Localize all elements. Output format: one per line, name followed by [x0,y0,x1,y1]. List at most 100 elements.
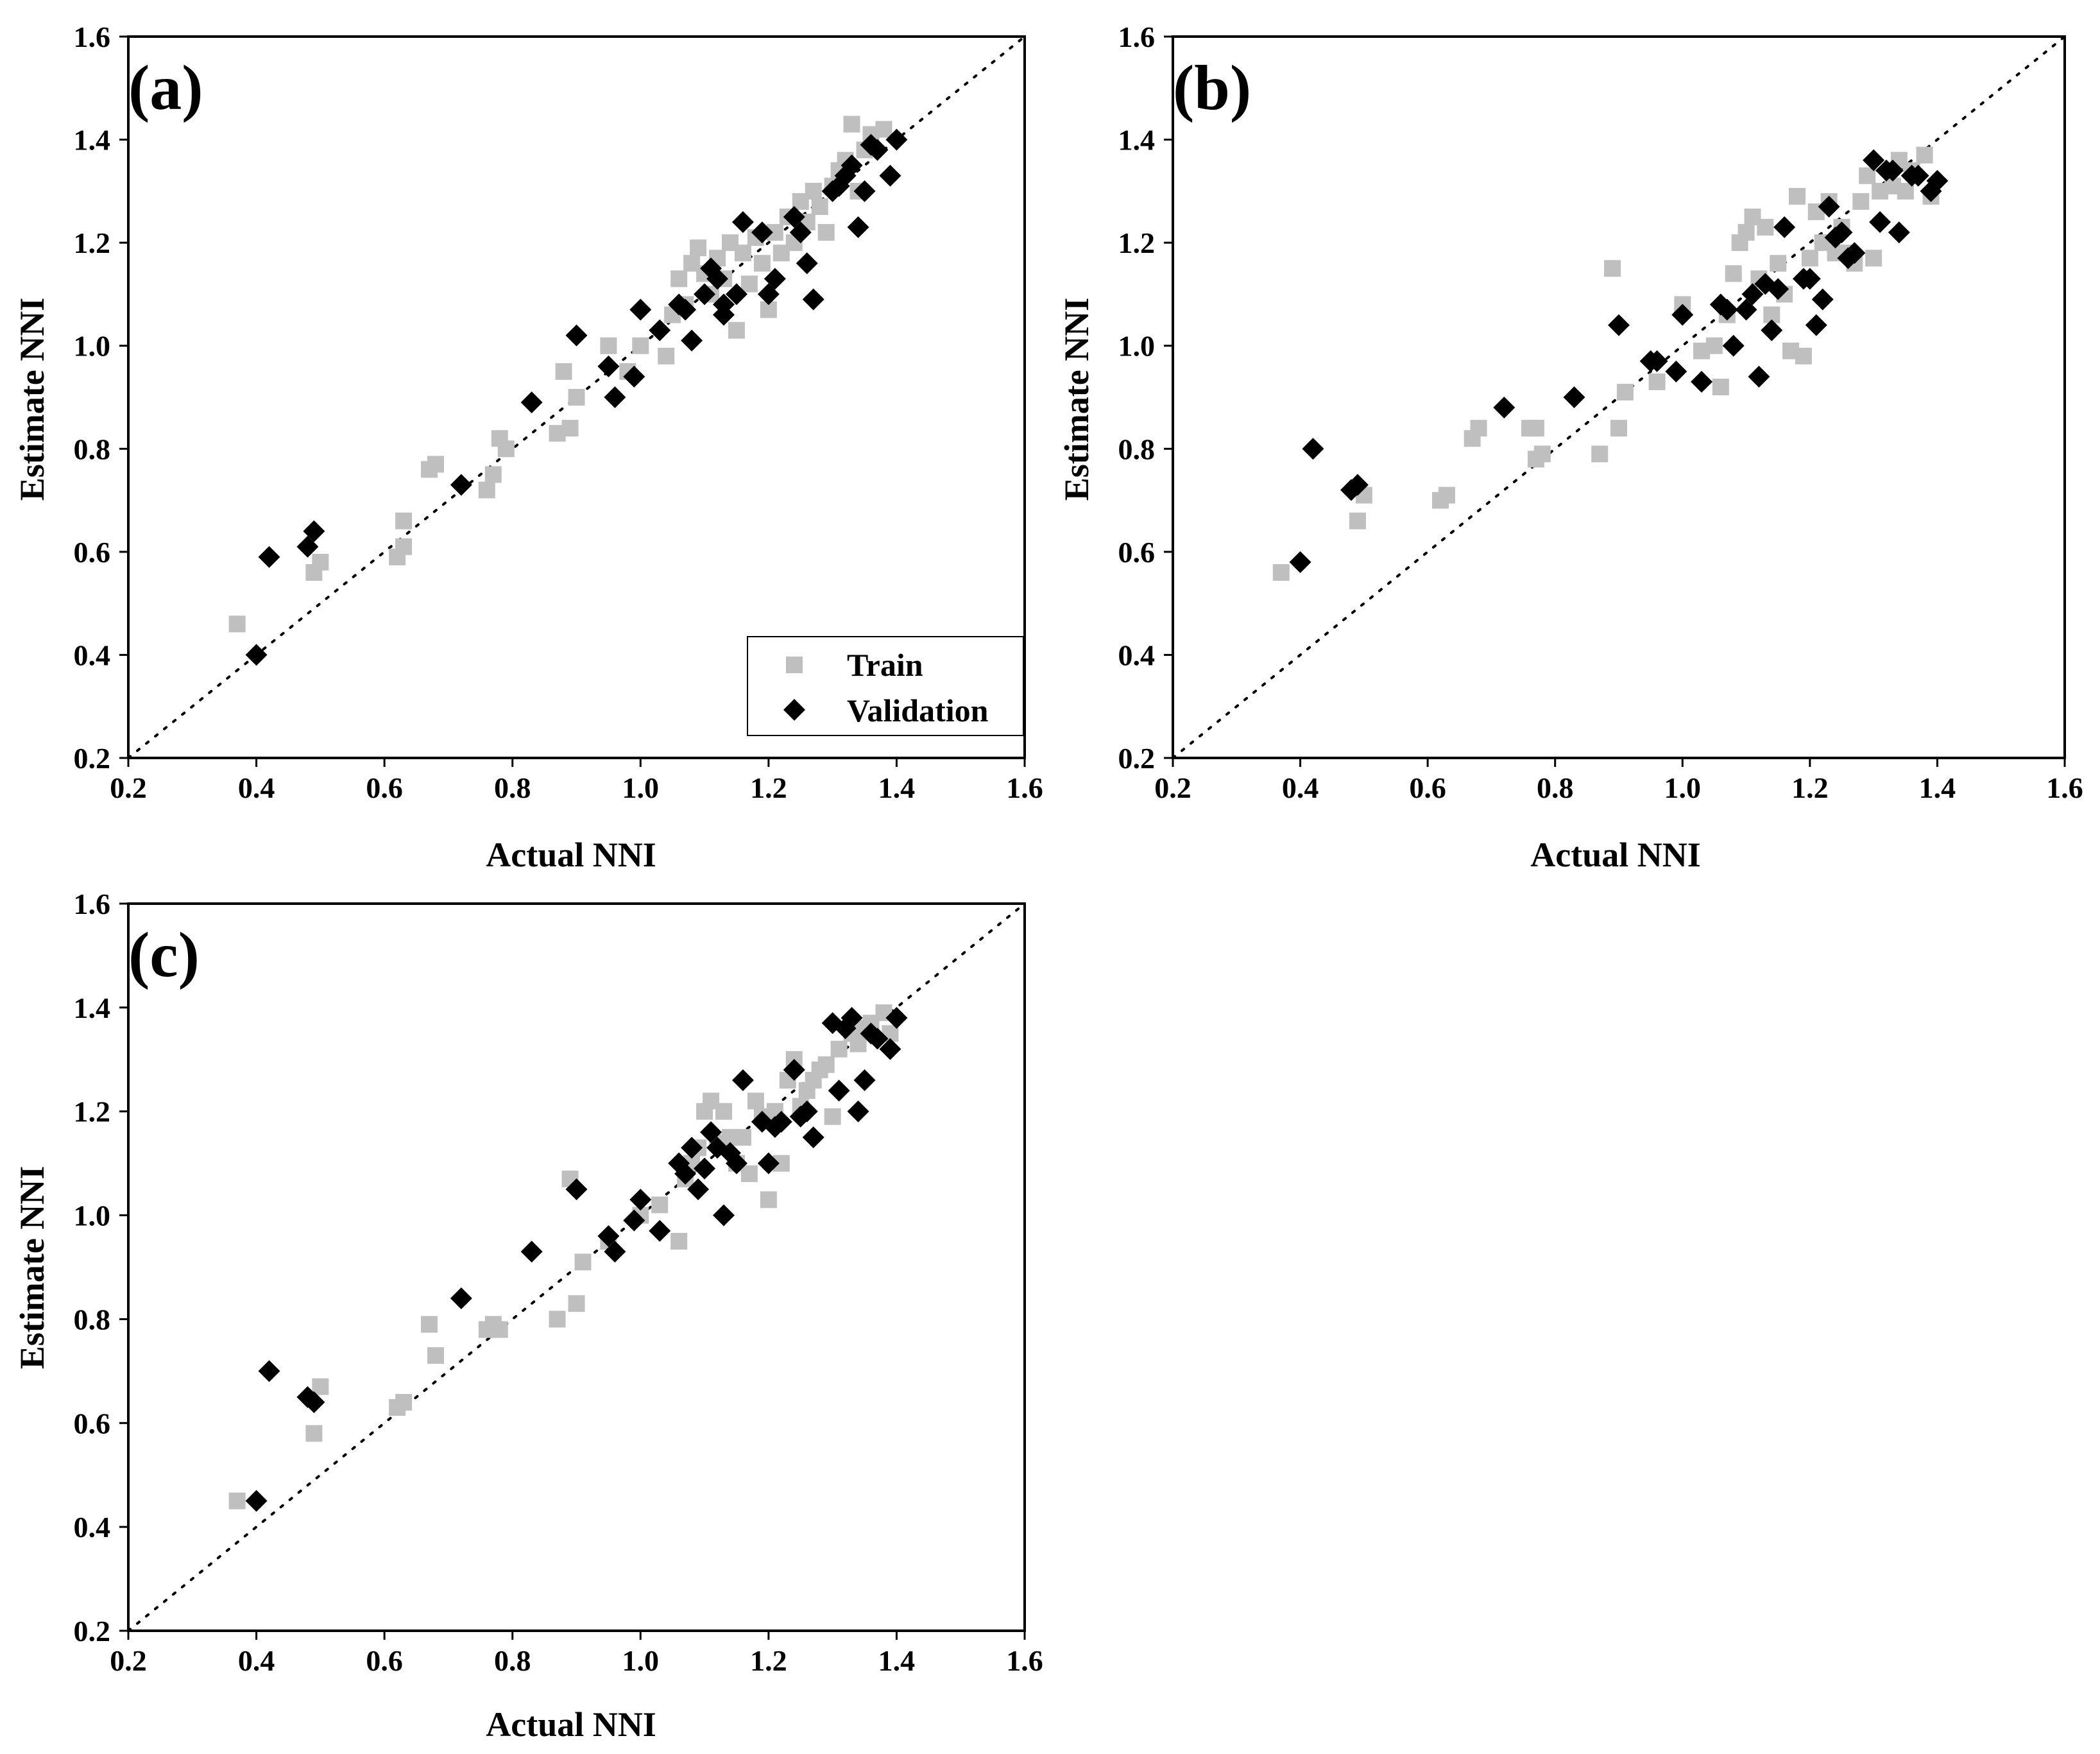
validation-point [1869,211,1891,234]
train-point [1610,420,1627,437]
y-tick-label: 1.4 [74,124,111,157]
validation-point [828,1079,850,1102]
validation-point [450,1287,472,1310]
validation-point [1691,370,1713,393]
x-tick-label: 1.6 [2046,771,2083,804]
train-point [817,224,835,241]
y-axis-label: Estimate NNI [1057,298,1096,501]
chart-panel-a: 0.2 0.4 0.6 0.8 1.0 1.2 1.4 1.6 0.2 0.4 0.6 0.8 1.0 1… [13,21,1043,874]
validation-point [1881,159,1904,182]
validation-point [700,1121,722,1144]
x-tick-label: 0.8 [494,771,531,804]
validation-point [1608,314,1630,336]
x-tick-label: 1.0 [622,771,660,804]
validation-point [629,298,652,321]
series-validation [245,1007,908,1512]
validation-point [731,1069,754,1092]
validation-point [706,268,729,290]
validation-point [1798,268,1821,290]
train-point [561,420,579,437]
x-tick-label: 0.6 [366,771,403,804]
validation-point [258,546,280,568]
validation-point [604,1241,626,1263]
train-point [1705,337,1723,354]
x-axis-label: Actual NNI [486,1705,656,1744]
validation-point [802,288,824,311]
train-point [555,363,572,380]
train-point [600,337,617,354]
validation-point [885,128,908,151]
y-tick-label: 1.0 [1118,330,1156,363]
validation-point [681,1137,703,1159]
train-point [1604,260,1621,277]
y-axis-label: Estimate NNI [13,1166,51,1369]
train-point [740,1165,758,1182]
validation-point [713,1204,735,1226]
x-tick-label: 1.4 [878,771,916,804]
validation-point [681,329,703,352]
train-point [1438,486,1455,504]
plot-area: 0.2 0.4 0.6 0.8 1.0 1.2 1.4 1.6 0.2 0.4 0.6 0.8 1.0 1… [74,21,1043,804]
chart-panel-c: 0.2 0.4 0.6 0.8 1.0 1.2 1.4 1.6 0.2 0.4 0.6 0.8 1.0 1… [13,888,1043,1744]
legend-train-label: Train [847,647,923,683]
y-tick-label: 0.6 [74,536,111,569]
validation-point [1748,365,1770,388]
validation-point [296,535,319,558]
train-point [670,270,688,288]
validation-point [1773,216,1796,239]
legend-validation-marker [783,699,805,721]
train-point [670,1233,688,1250]
train-point [753,255,771,272]
chart-panel-b: 0.2 0.4 0.6 0.8 1.0 1.2 1.4 1.6 0.2 0.4 0.6 0.8 1.0 1… [1057,21,2083,874]
train-point [1349,512,1366,529]
train-point [491,1321,508,1338]
y-tick-label: 1.6 [1118,21,1156,53]
train-point [1533,445,1551,463]
validation-point [757,1152,780,1174]
validation-point [1346,474,1369,496]
validation-point [674,1162,697,1185]
validation-point [796,1100,818,1122]
validation-point [751,221,773,244]
y-tick-label: 1.0 [74,1199,111,1232]
validation-point [629,1189,652,1211]
train-point [1725,265,1742,282]
x-tick-label: 0.4 [1282,771,1319,804]
train-point [843,116,860,133]
validation-point [866,1027,889,1050]
x-tick-label: 1.0 [622,1644,660,1677]
validation-point [565,324,588,347]
validation-point [649,319,671,341]
train-point [632,337,649,354]
validation-point [725,283,747,305]
train-point [312,553,329,571]
validation-point [731,211,754,234]
train-point [228,615,246,633]
validation-point [725,1152,747,1174]
legend-validation-label: Validation [847,692,989,728]
validation-point [879,164,901,187]
validation-point [1741,283,1764,305]
y-tick-label: 1.2 [74,1096,111,1128]
y-tick-label: 0.8 [74,433,111,465]
validation-point [789,221,812,244]
validation-point [802,1126,824,1149]
train-point [760,1191,777,1208]
train-point [651,1196,669,1214]
validation-point [866,139,889,161]
validation-point [713,293,735,316]
y-tick-label: 0.4 [1118,639,1156,671]
validation-point [1563,386,1585,408]
train-point [427,1347,444,1364]
train-point [1770,255,1787,272]
validation-point [597,1225,620,1247]
panel-label: (c) [128,919,200,990]
train-point [427,456,444,473]
y-tick-label: 0.2 [1118,742,1156,775]
y-tick-label: 1.0 [74,330,111,363]
legend: Train Validation [747,636,1024,736]
validation-point [1761,319,1783,341]
validation-point [520,391,543,414]
plot-area: 0.2 0.4 0.6 0.8 1.0 1.2 1.4 1.6 0.2 0.4 0.6 0.8 1.0 1… [74,888,1043,1677]
validation-point [1907,164,1929,187]
